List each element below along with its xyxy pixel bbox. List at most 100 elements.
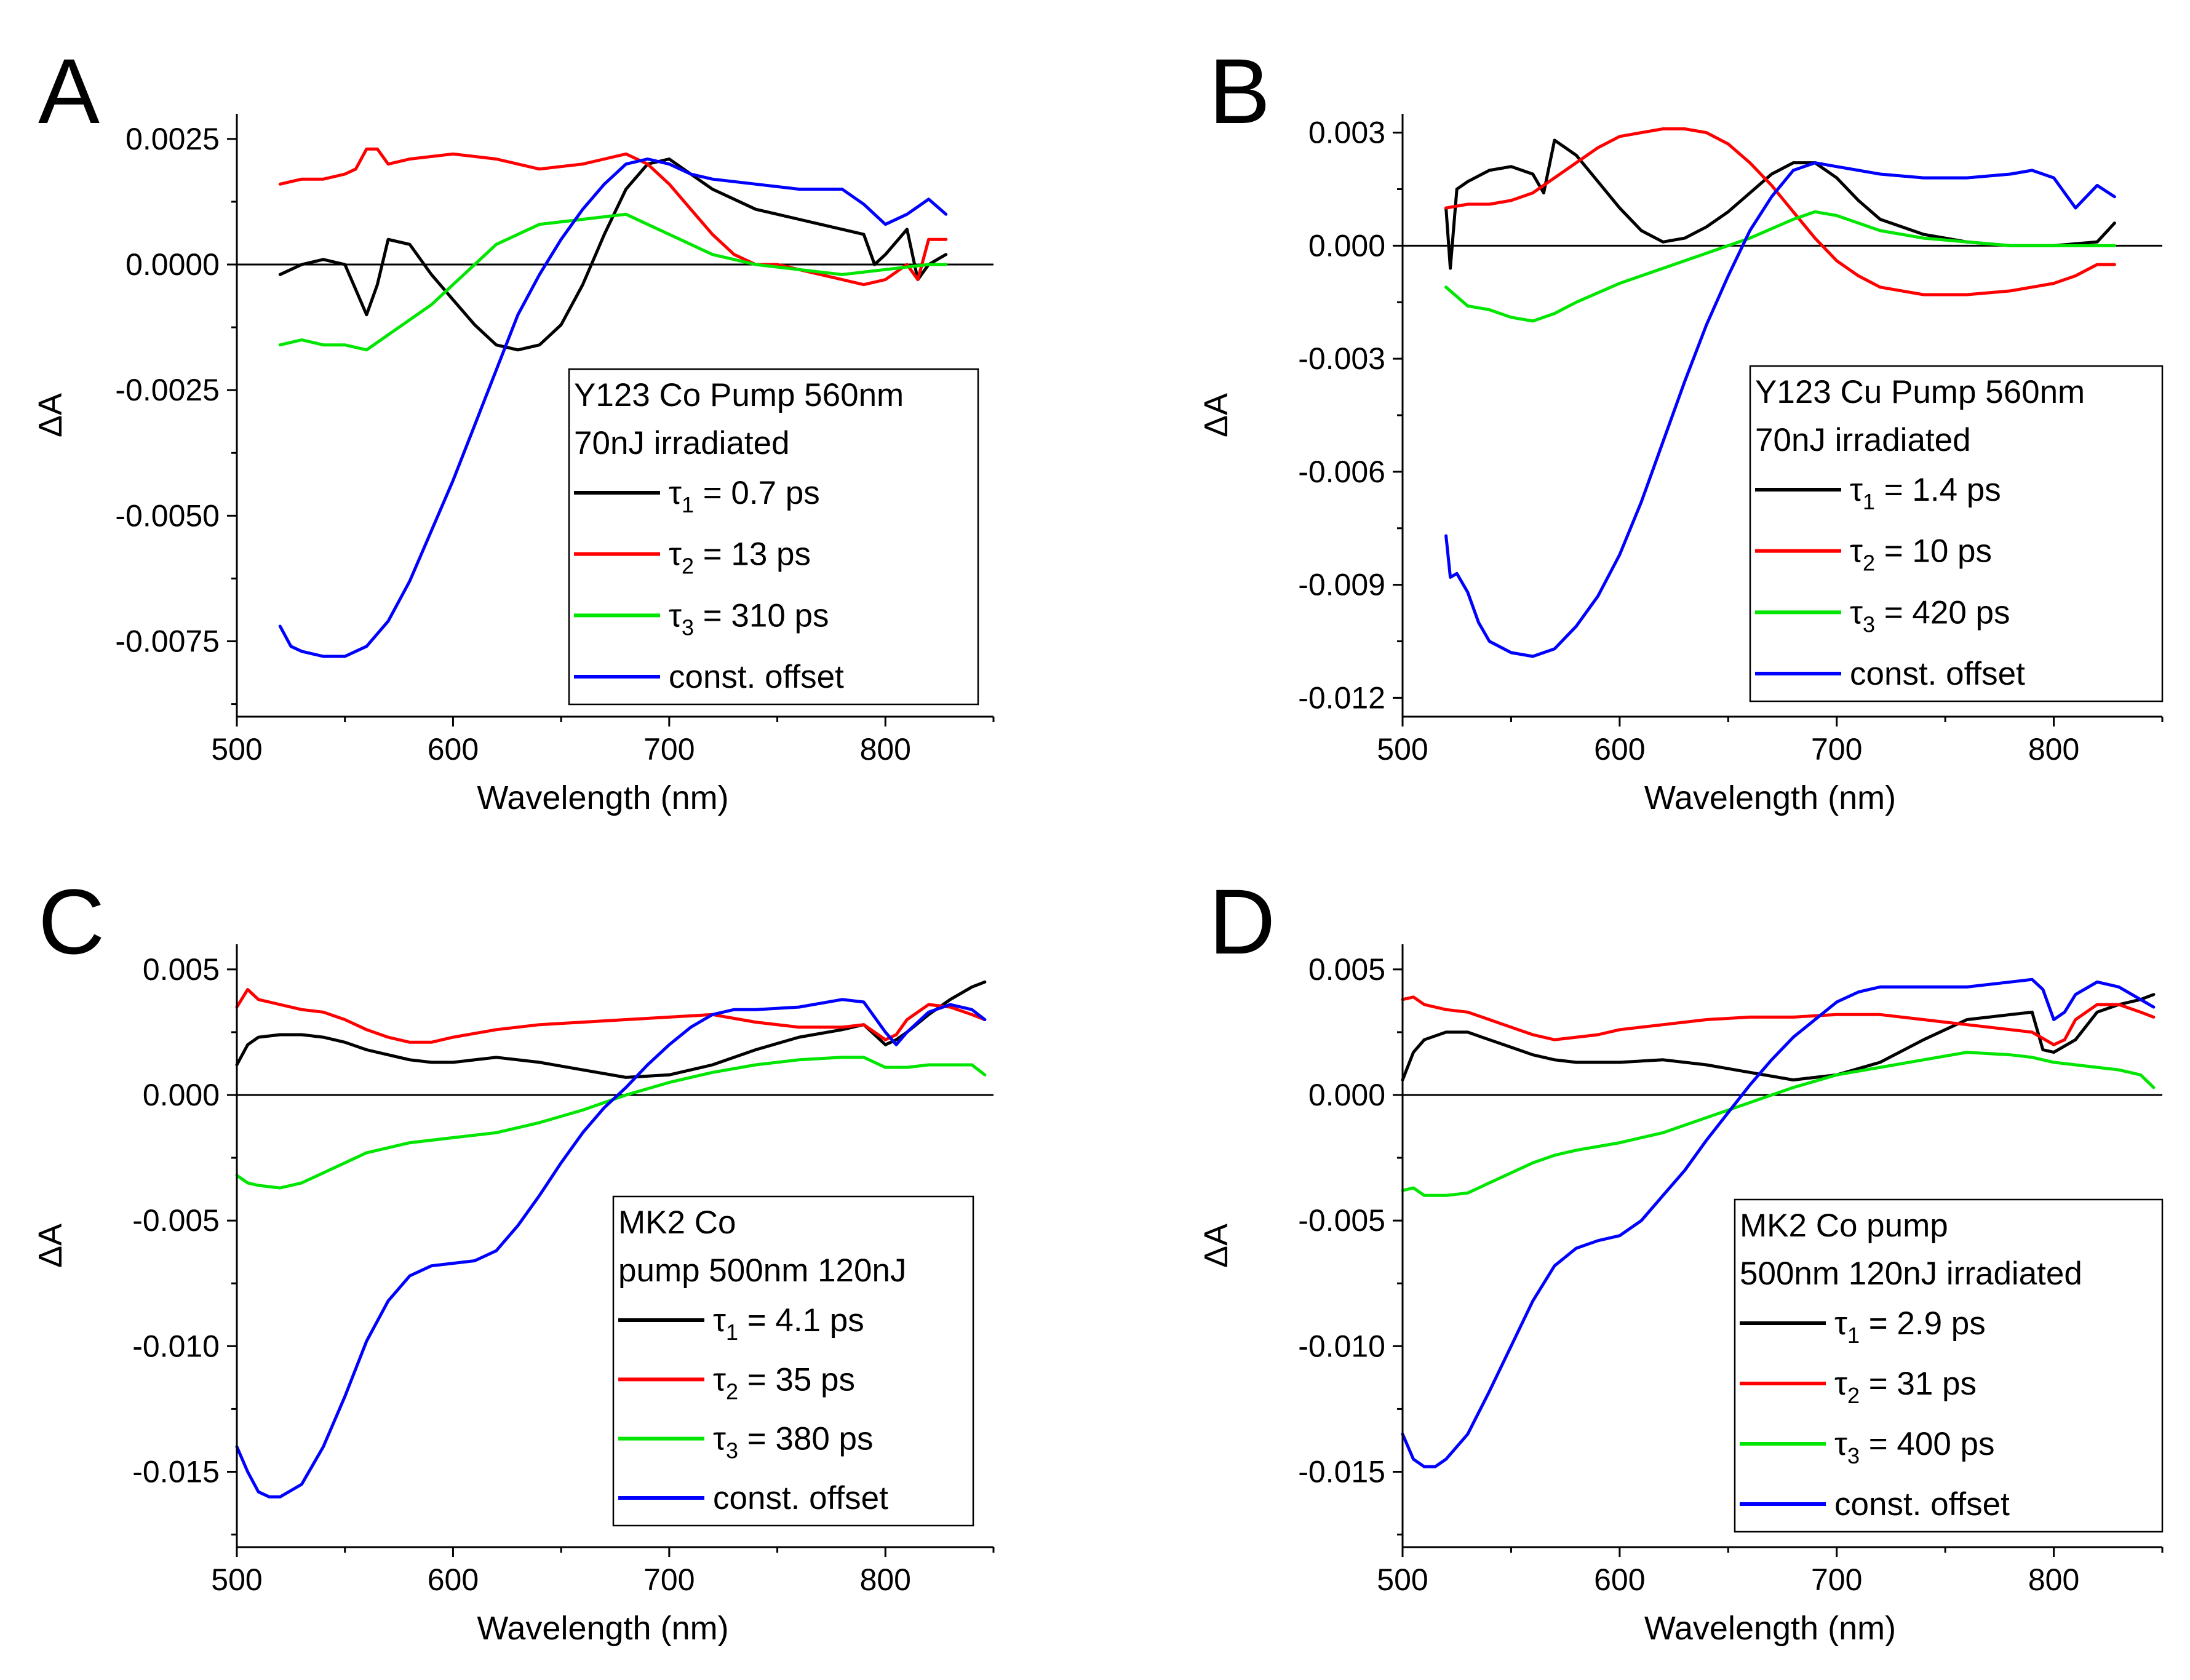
x-tick-label: 700: [1811, 1563, 1862, 1597]
y-tick-label: -0.006: [1298, 455, 1385, 489]
legend-box: [612, 1195, 974, 1527]
series-line-offset: [1401, 977, 2156, 1468]
y-tick-label: 0.000: [143, 1078, 220, 1112]
legend-entry-label: τ1 = 2.9 ps: [1834, 1305, 1986, 1348]
y-tick-label: 0.005: [1308, 952, 1385, 987]
x-tick-label: 600: [1594, 1563, 1645, 1597]
x-tick-label: 600: [428, 1563, 479, 1597]
legend-entry-label: τ3 = 310 ps: [669, 597, 829, 640]
x-tick-label: 800: [2028, 732, 2079, 766]
legend-entry-label: τ2 = 35 ps: [713, 1361, 855, 1404]
y-tick-label: -0.012: [1298, 680, 1385, 715]
y-tick-label: -0.015: [1298, 1455, 1385, 1489]
legend-title-line: MK2 Co: [618, 1204, 736, 1241]
y-axis-label: ΔA: [1198, 393, 1235, 437]
legend-title-line: pump 500nm 120nJ: [618, 1252, 907, 1289]
y-tick-label: 0.000: [1308, 228, 1385, 263]
y-tick-label: -0.0025: [115, 373, 220, 407]
series-line-tau3: [278, 212, 948, 352]
series-line-tau2: [278, 147, 948, 287]
x-tick-label: 700: [643, 732, 695, 766]
series-line-tau3: [235, 1056, 987, 1190]
chart-panel-b: B 500 600 700 800 0.003 0.000 -0.003 -0.006 -0.00…: [1198, 39, 2164, 816]
panel-letter: A: [38, 39, 100, 143]
legend-entry-label: const. offset: [713, 1480, 888, 1516]
legend-entry-label: τ3 = 420 ps: [1850, 594, 2010, 637]
legend-title-line: 70nJ irradiated: [1755, 422, 1971, 458]
legend-title-line: 70nJ irradiated: [574, 425, 790, 461]
x-tick-label: 600: [428, 732, 479, 766]
y-axis-label: ΔA: [1198, 1224, 1235, 1268]
chart-panel-c: C 500 600 700 800 0.005 0.000 -0.005 -0.010 -0.01…: [32, 870, 995, 1647]
legend: MK2 Co pump 500nm 120nJ τ1 = 4.1 ps τ2 = 35…: [612, 1195, 974, 1527]
legend-box: [1749, 365, 2164, 703]
legend: Y123 Co Pump 560nm 70nJ irradiated τ1 = 0.…: [568, 368, 979, 706]
chart-panel-a: A 500 600 700 800 0.0025 0.0000 -0.0025 -0.0050 -…: [32, 39, 995, 816]
series-line-tau2: [235, 988, 987, 1044]
y-tick-label: -0.010: [1298, 1329, 1385, 1363]
x-axis-label: Wavelength (nm): [1644, 1610, 1896, 1647]
legend-entry-label: τ2 = 13 ps: [669, 536, 811, 579]
series-line-offset: [235, 998, 987, 1499]
legend-title-line: Y123 Co Pump 560nm: [574, 377, 904, 413]
y-tick-label: 0.003: [1308, 116, 1385, 150]
y-axis-label: ΔA: [32, 1224, 69, 1268]
legend-title-line: Y123 Cu Pump 560nm: [1755, 374, 2085, 410]
y-tick-label: -0.010: [132, 1329, 220, 1363]
x-tick-label: 700: [1811, 732, 1862, 766]
panel-letter: B: [1209, 39, 1270, 143]
x-tick-label: 500: [1377, 1563, 1428, 1597]
series-line-offset: [278, 157, 948, 658]
series-line-tau2: [1401, 995, 2156, 1046]
series-line-tau1: [235, 980, 987, 1079]
x-axis-label: Wavelength (nm): [477, 1610, 728, 1647]
y-tick-label: -0.005: [132, 1203, 220, 1238]
y-tick-label: -0.005: [1298, 1203, 1385, 1238]
legend-entry-label: const. offset: [1834, 1486, 2010, 1523]
x-tick-label: 800: [860, 1563, 911, 1597]
y-tick-label: 0.005: [143, 952, 220, 987]
legend-entry-label: τ1 = 0.7 ps: [669, 475, 820, 517]
legend: Y123 Cu Pump 560nm 70nJ irradiated τ1 = 1.…: [1749, 365, 2164, 703]
legend-title-line: 500nm 120nJ irradiated: [1740, 1256, 2082, 1292]
series-line-tau1: [1401, 993, 2156, 1081]
y-tick-label: 0.000: [1308, 1078, 1385, 1112]
y-tick-label: -0.0075: [115, 624, 220, 659]
x-axis-label: Wavelength (nm): [1644, 779, 1896, 816]
legend-entry-label: τ2 = 10 ps: [1850, 533, 1992, 576]
y-tick-label: -0.009: [1298, 568, 1385, 602]
legend: MK2 Co pump 500nm 120nJ irradiated τ1 = 2.…: [1734, 1198, 2164, 1533]
y-tick-label: -0.0050: [115, 498, 220, 533]
legend-entry-label: τ3 = 400 ps: [1834, 1426, 1995, 1468]
y-axis-label: ΔA: [32, 393, 69, 437]
legend-entry-label: τ1 = 1.4 ps: [1850, 472, 2001, 514]
y-tick-label: 0.0000: [125, 247, 220, 282]
legend-box: [568, 368, 979, 706]
series-line-tau1: [278, 157, 948, 352]
legend-entry-label: τ2 = 31 ps: [1834, 1366, 1977, 1408]
series-line-offset: [1444, 161, 2116, 658]
x-tick-label: 800: [860, 732, 911, 766]
y-tick-label: 0.0025: [125, 122, 220, 156]
x-tick-label: 800: [2028, 1563, 2079, 1597]
chart-panel-d: D 500 600 700 800 0.005 0.000 -0.005 -0.010 -0.01…: [1198, 870, 2164, 1647]
x-tick-label: 700: [643, 1563, 695, 1597]
series-line-tau2: [1444, 127, 2116, 297]
x-tick-label: 500: [1377, 732, 1428, 766]
x-tick-label: 500: [211, 732, 262, 766]
legend-title-line: MK2 Co pump: [1740, 1208, 1948, 1244]
series-line-tau1: [1444, 138, 2116, 270]
legend-box: [1734, 1198, 2164, 1533]
legend-entry-label: const. offset: [1850, 656, 2025, 692]
series-line-tau3: [1401, 1051, 2156, 1197]
legend-entry-label: τ1 = 4.1 ps: [713, 1302, 864, 1345]
panel-letter: C: [38, 870, 105, 973]
x-tick-label: 500: [211, 1563, 262, 1597]
series-line-tau3: [1444, 210, 2116, 323]
y-tick-label: -0.003: [1298, 341, 1385, 376]
panel-letter: D: [1209, 870, 1275, 973]
x-axis-label: Wavelength (nm): [477, 779, 728, 816]
legend-entry-label: τ3 = 380 ps: [713, 1421, 874, 1463]
y-tick-label: -0.015: [132, 1455, 220, 1489]
